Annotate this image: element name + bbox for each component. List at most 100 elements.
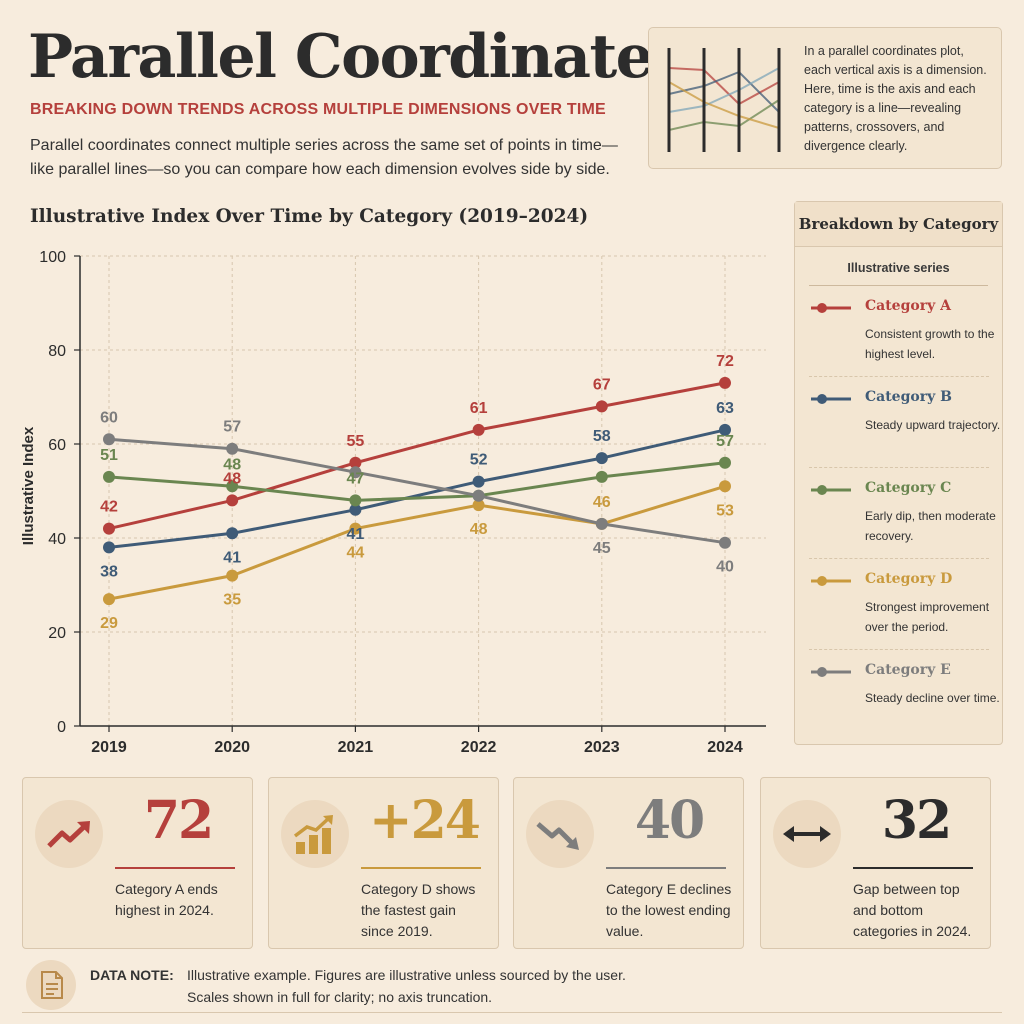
data-point [349,494,362,507]
legend-item-name: Category C [865,480,952,496]
stat-card: 72 Category A ends highest in 2024. [22,777,253,949]
data-point [103,541,115,554]
line-chart: 0 20 40 60 80 100 2019 2020 2021 2022 2023 2024 42 4… [20,249,766,756]
data-point [349,503,362,516]
legend-item-description: Steady upward trajectory. [865,418,1001,432]
data-label: 47 [347,470,365,487]
y-tick-label: 100 [39,249,66,266]
explainer-card: In a parallel coordinates plot, each ver… [648,27,1002,169]
data-label: 57 [223,419,241,436]
data-label: 60 [100,409,118,426]
legend-swatch-icon [811,485,851,495]
stat-value: 72 [143,790,214,851]
page-subtitle: BREAKING DOWN TRENDS ACROSS MULTIPLE DIM… [30,101,606,118]
data-label: 67 [593,376,611,393]
data-label: 29 [100,615,118,632]
data-point [719,456,731,469]
data-point [595,400,608,413]
legend-item-description: Steady decline over time. [865,691,1000,705]
legend-item-name: Category E [865,662,951,678]
data-note-text: Scales shown in full for clarity; no axi… [187,989,493,1005]
data-point [595,470,608,483]
legend-divider [809,649,989,650]
footer-divider [22,1012,1002,1013]
legend-item-name: Category A [865,298,951,314]
stat-card: +24 Category D shows the fastest gain si… [268,777,499,949]
data-note-label: DATA NOTE: [90,967,174,983]
series-line-d [108,484,726,601]
trending-down-icon [536,822,579,850]
data-point [595,517,608,530]
data-point [103,522,115,535]
data-label: 48 [223,470,241,487]
x-tick-label: 2021 [338,739,374,756]
data-label: 41 [347,526,365,543]
data-point [349,466,362,479]
data-label: 57 [716,433,734,450]
parallel-axes-illustration-icon [667,48,781,152]
stat-value: +24 [369,790,481,851]
legend-title: Breakdown by Category [795,202,1002,247]
data-label: 48 [223,456,241,473]
x-tick-label: 2020 [214,739,250,756]
data-point [472,475,485,488]
y-axis-label: Illustrative Index [20,426,37,545]
data-label: 63 [716,400,734,417]
double-arrow-icon [783,826,831,842]
x-tick-label: 2024 [707,739,743,756]
data-point [719,536,731,549]
data-label: 72 [716,353,734,370]
data-label: 40 [716,559,734,576]
data-point [472,489,485,502]
data-label: 61 [470,400,488,417]
data-point [719,376,731,389]
data-point [472,499,485,512]
data-label: 41 [223,549,241,566]
data-point [226,442,239,455]
data-point [349,522,362,535]
stat-description: Gap between top and bottom categories in… [853,881,972,939]
stat-card: 32 Gap between top and bottom categories… [760,777,991,949]
series-line-c [108,461,726,502]
trending-up-icon [47,821,90,848]
stat-value: 40 [634,790,705,851]
explainer-text: In a parallel coordinates plot, each ver… [804,44,987,153]
data-point [719,423,731,436]
stat-description: Category E declines to the lowest ending… [606,881,732,939]
data-point [349,456,362,469]
data-label: 38 [100,563,118,580]
y-tick-label: 80 [48,343,66,360]
series-line-b [108,428,726,549]
data-point [226,527,239,540]
document-icon [41,971,63,999]
data-note-text: Illustrative example. Figures are illust… [187,967,626,983]
data-point [226,480,239,493]
page-title: Parallel Coordinates [28,22,686,92]
stat-value: 32 [881,790,952,851]
legend-item-description: Strongest improvement over the period. [865,600,990,634]
page-intro: Parallel coordinates connect multiple se… [30,137,618,178]
data-label: 44 [347,545,365,562]
data-point [103,470,115,483]
data-label: 35 [223,592,241,609]
data-label: 42 [100,499,118,516]
legend-panel: Breakdown by Category Illustrative serie… [794,201,1003,745]
stat-card: 40 Category E declines to the lowest end… [513,777,744,949]
legend-swatch-icon [811,394,851,404]
data-label: 46 [593,494,611,511]
data-point [226,569,239,582]
legend-divider [809,467,989,468]
legend-swatch-icon [811,303,851,313]
data-point [472,423,485,436]
x-tick-label: 2023 [584,739,620,756]
data-label: 55 [347,433,365,450]
x-tick-label: 2022 [461,739,497,756]
legend-swatch-icon [811,576,851,586]
data-label: 58 [593,428,611,445]
bar-chart-growth-icon [293,815,333,854]
legend-swatch-icon [811,667,851,677]
series-line-e [108,437,726,545]
y-tick-label: 60 [48,437,66,454]
legend-item-description: Consistent growth to the highest level. [865,327,995,361]
legend-item-description: Early dip, then moderate recovery. [865,509,996,543]
